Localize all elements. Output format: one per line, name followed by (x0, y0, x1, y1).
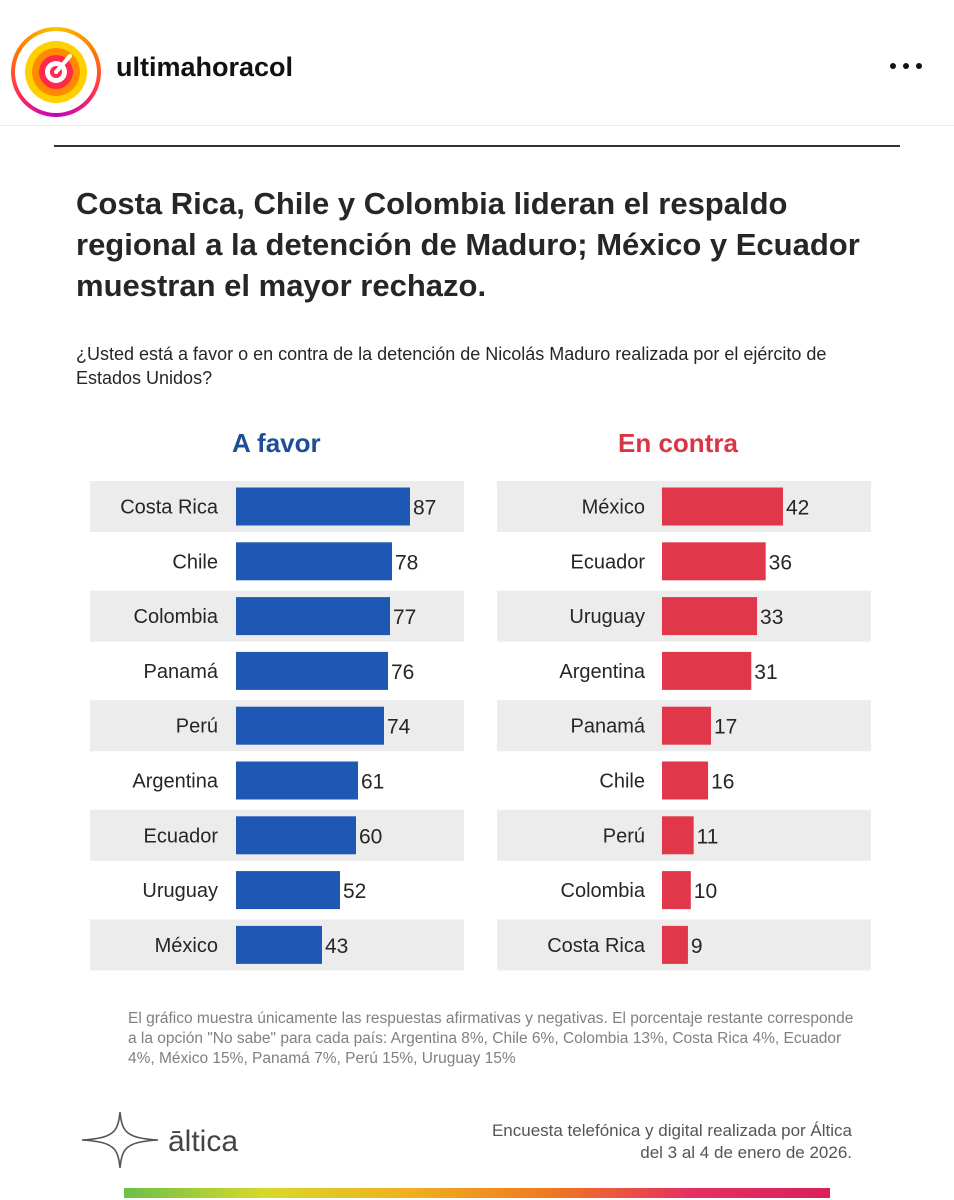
value-label: 16 (711, 771, 734, 794)
bar (236, 651, 388, 690)
category-label: México (582, 497, 645, 519)
category-label: Argentina (132, 771, 218, 793)
bar (662, 597, 758, 636)
value-label: 33 (760, 606, 783, 629)
divider (54, 145, 900, 147)
category-label: Chile (172, 551, 218, 573)
value-label: 78 (395, 551, 418, 574)
category-label: Ecuador (144, 825, 219, 847)
bar (236, 542, 392, 581)
bar (662, 816, 694, 855)
avatar[interactable] (11, 27, 101, 117)
bar (662, 871, 691, 910)
survey-note: Encuesta telefónica y digital realizada … (491, 1121, 852, 1162)
bar (236, 816, 356, 855)
bar (662, 761, 709, 800)
post-header: ultimahoracol (0, 0, 954, 126)
bar (662, 487, 783, 526)
category-label: Colombia (134, 606, 219, 628)
value-label: 60 (359, 825, 382, 848)
favor-chart: Costa Rica 87 Chile 78 Colombia 77 Panamá 76 Per… (90, 481, 464, 971)
value-label: 76 (391, 661, 414, 684)
value-label: 31 (754, 661, 777, 684)
contra-chart: México 42 Ecuador 36 Uruguay 33 Argentina 31 Pan… (497, 481, 871, 971)
bar (236, 487, 410, 526)
bar (662, 542, 766, 581)
category-label: Chile (599, 771, 645, 793)
bar-charts: Costa Rica 87 Chile 78 Colombia 77 Panamá 76 Per… (90, 481, 871, 971)
bar (662, 651, 752, 690)
category-label: Costa Rica (120, 497, 219, 519)
footnote: El gráfico muestra únicamente las respue… (128, 1010, 854, 1067)
category-label: Colombia (561, 880, 646, 902)
bar (662, 925, 688, 964)
category-label: Perú (603, 825, 645, 847)
value-label: 11 (697, 825, 719, 848)
category-label: Panamá (144, 661, 219, 683)
category-label: Panamá (571, 716, 646, 738)
value-label: 52 (343, 880, 366, 903)
bar (662, 706, 711, 745)
category-label: México (155, 935, 218, 957)
value-label: 43 (325, 935, 348, 958)
category-label: Ecuador (571, 551, 646, 573)
bar (236, 597, 390, 636)
brand-name: āltica (168, 1125, 239, 1158)
chart-title-contra: En contra (618, 428, 738, 458)
value-label: 17 (714, 716, 737, 739)
headline: Costa Rica, Chile y Colombia lideran el … (76, 186, 860, 303)
altica-star-logo-icon (81, 1111, 159, 1169)
category-label: Costa Rica (547, 935, 646, 957)
value-label: 10 (694, 880, 717, 903)
value-label: 61 (361, 771, 384, 794)
bar (236, 706, 384, 745)
bar (236, 925, 322, 964)
username[interactable]: ultimahoracol (116, 52, 294, 82)
survey-question: ¿Usted está a favor o en contra de la de… (76, 344, 827, 388)
value-label: 77 (393, 606, 416, 629)
category-label: Perú (176, 716, 218, 738)
bar (236, 761, 358, 800)
value-label: 87 (413, 497, 436, 520)
value-label: 74 (387, 716, 411, 739)
category-label: Uruguay (142, 880, 218, 902)
more-horizontal-icon[interactable] (886, 50, 926, 80)
value-label: 9 (691, 935, 703, 958)
chart-title-favor: A favor (232, 428, 321, 458)
category-label: Argentina (559, 661, 645, 683)
bar (236, 871, 340, 910)
value-label: 42 (786, 497, 809, 520)
value-label: 36 (769, 551, 792, 574)
rainbow-bar (124, 1188, 830, 1198)
ultimahora-logo-icon (25, 41, 87, 103)
avatar-inner (15, 31, 97, 113)
category-label: Uruguay (569, 606, 645, 628)
